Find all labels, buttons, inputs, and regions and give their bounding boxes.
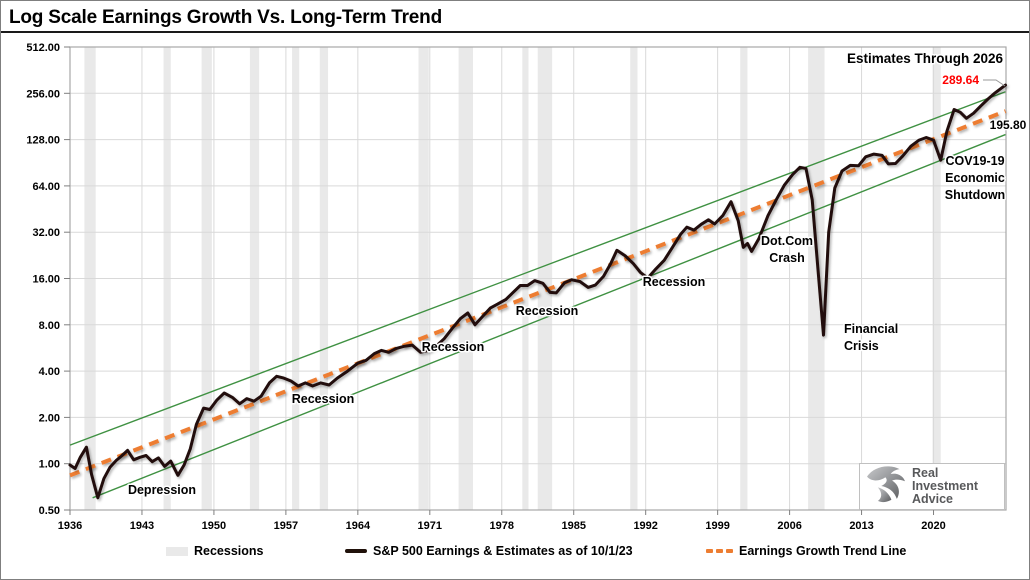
logo-box: Real Investment Advice [859, 463, 1005, 510]
legend-label: S&P 500 Earnings & Estimates as of 10/1/… [373, 544, 633, 558]
value-leader-line [983, 79, 1006, 87]
x-axis-label: 1943 [130, 520, 154, 532]
y-axis-label: 256.00 [26, 88, 60, 100]
x-axis-label: 1971 [418, 520, 442, 532]
value-label: 289.64 [942, 73, 979, 87]
chart-header: Log Scale Earnings Growth Vs. Long-Term … [1, 1, 1029, 33]
y-axis-label: 64.00 [32, 181, 60, 193]
x-axis-label: 1978 [490, 520, 514, 532]
legend-item-recessions: Recessions [166, 542, 263, 560]
logo-text-line: Investment [912, 479, 978, 493]
earnings-line-swatch [345, 549, 367, 553]
legend-item-trend: Earnings Growth Trend Line [706, 542, 906, 560]
logo-wordmark: Real Investment Advice [912, 467, 978, 506]
annotation-financial: Financial Crisis [844, 322, 898, 353]
annotation-recession: Recession [643, 275, 706, 289]
recession-swatch [166, 546, 188, 556]
value-label: 195.80 [990, 118, 1027, 132]
trend-line [69, 109, 1007, 478]
y-axis-label: 1.00 [39, 459, 60, 471]
x-axis-label: 1957 [274, 520, 298, 532]
annotation-recession: Recession [516, 304, 579, 318]
x-axis-label: 2006 [777, 520, 801, 532]
y-axis-label: 4.00 [39, 366, 60, 378]
trend-line-swatch [706, 549, 733, 553]
y-axis-label: 0.50 [39, 505, 60, 517]
y-axis-label: 32.00 [32, 227, 60, 239]
annotation-depression: Depression [128, 483, 196, 497]
y-axis-label: 512.00 [26, 42, 60, 54]
x-axis-label: 1985 [561, 520, 585, 532]
annotation-cov19-19: COV19-19 Economic Shutdown [945, 154, 1005, 202]
annotation-dot-com: Dot.Com Crash [761, 234, 813, 265]
x-axis-label: 1999 [705, 520, 729, 532]
y-axis-label: 16.00 [32, 274, 60, 286]
x-axis-label: 1992 [633, 520, 657, 532]
y-axis-label: 2.00 [39, 412, 60, 424]
earnings-line [68, 83, 1007, 500]
x-axis-label: 2020 [921, 520, 945, 532]
legend-label: Earnings Growth Trend Line [739, 544, 907, 558]
logo-text-line: Advice [912, 492, 953, 506]
lower-channel-line [92, 133, 1006, 499]
chart-legend: Recessions S&P 500 Earnings & Estimates … [1, 542, 1029, 564]
x-axis-label: 2013 [849, 520, 873, 532]
logo-text-line: Real [912, 466, 939, 480]
legend-label: Recessions [194, 544, 264, 558]
annotation-recession: Recession [422, 340, 485, 354]
x-axis-label: 1964 [346, 520, 371, 532]
eagle-logo-icon [864, 463, 908, 510]
annotation-estimates-through-2026: Estimates Through 2026 [847, 51, 1004, 66]
y-axis-label: 8.00 [39, 320, 60, 332]
chart-title: Log Scale Earnings Growth Vs. Long-Term … [9, 7, 442, 28]
legend-item-earnings: S&P 500 Earnings & Estimates as of 10/1/… [345, 542, 633, 560]
upper-channel-line [69, 91, 1006, 446]
x-axis-label: 1950 [202, 520, 226, 532]
x-axis-label: 1936 [58, 520, 82, 532]
annotation-recession: Recession [292, 392, 355, 406]
y-axis-label: 128.00 [26, 135, 60, 147]
